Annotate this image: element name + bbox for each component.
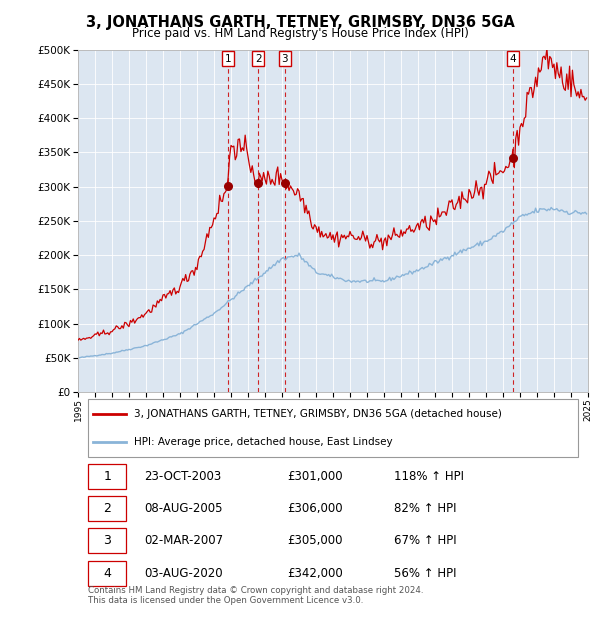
FancyBboxPatch shape: [88, 496, 127, 521]
FancyBboxPatch shape: [88, 560, 127, 585]
Text: 08-AUG-2005: 08-AUG-2005: [145, 502, 223, 515]
Text: £306,000: £306,000: [287, 502, 343, 515]
Text: 1: 1: [224, 53, 231, 63]
Text: 82% ↑ HPI: 82% ↑ HPI: [394, 502, 457, 515]
Text: Price paid vs. HM Land Registry's House Price Index (HPI): Price paid vs. HM Land Registry's House …: [131, 27, 469, 40]
Text: HPI: Average price, detached house, East Lindsey: HPI: Average price, detached house, East…: [134, 436, 393, 447]
Text: £342,000: £342,000: [287, 567, 343, 580]
FancyBboxPatch shape: [88, 464, 127, 489]
Text: £305,000: £305,000: [287, 534, 343, 547]
Text: Contains HM Land Registry data © Crown copyright and database right 2024.
This d: Contains HM Land Registry data © Crown c…: [88, 586, 424, 606]
Text: 03-AUG-2020: 03-AUG-2020: [145, 567, 223, 580]
Text: 3: 3: [281, 53, 288, 63]
Text: 3: 3: [103, 534, 111, 547]
FancyBboxPatch shape: [88, 528, 127, 553]
Text: 23-OCT-2003: 23-OCT-2003: [145, 470, 221, 483]
Text: 67% ↑ HPI: 67% ↑ HPI: [394, 534, 457, 547]
Text: 56% ↑ HPI: 56% ↑ HPI: [394, 567, 457, 580]
Text: 1: 1: [103, 470, 111, 483]
Text: 4: 4: [510, 53, 517, 63]
Text: £301,000: £301,000: [287, 470, 343, 483]
Text: 02-MAR-2007: 02-MAR-2007: [145, 534, 223, 547]
Text: 2: 2: [103, 502, 111, 515]
Text: 4: 4: [103, 567, 111, 580]
Text: 2: 2: [255, 53, 262, 63]
Text: 3, JONATHANS GARTH, TETNEY, GRIMSBY, DN36 5GA (detached house): 3, JONATHANS GARTH, TETNEY, GRIMSBY, DN3…: [134, 409, 502, 419]
Text: 118% ↑ HPI: 118% ↑ HPI: [394, 470, 464, 483]
FancyBboxPatch shape: [88, 399, 578, 457]
Text: 3, JONATHANS GARTH, TETNEY, GRIMSBY, DN36 5GA: 3, JONATHANS GARTH, TETNEY, GRIMSBY, DN3…: [86, 16, 514, 30]
